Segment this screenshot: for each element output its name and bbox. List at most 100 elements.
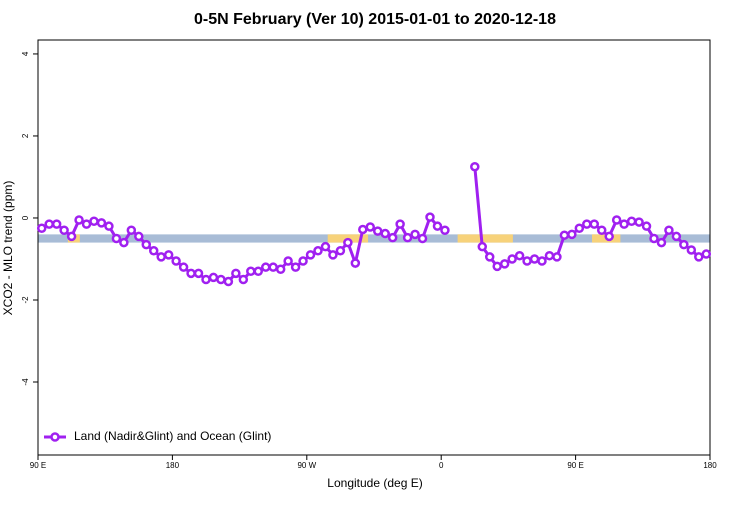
data-point xyxy=(350,258,361,268)
data-point xyxy=(649,233,659,244)
data-point xyxy=(574,223,585,233)
chart-title: 0-5N February (Ver 10) 2015-01-01 to 202… xyxy=(194,11,556,28)
data-point xyxy=(686,245,697,255)
data-point xyxy=(395,219,405,229)
y-tick-label: -2 xyxy=(21,296,30,304)
data-point xyxy=(656,237,667,248)
data-point xyxy=(260,262,271,272)
data-point xyxy=(484,252,495,262)
data-point xyxy=(111,233,122,244)
data-point xyxy=(604,231,614,242)
x-tick-label: 180 xyxy=(166,461,180,470)
data-point xyxy=(679,239,689,250)
data-point xyxy=(186,268,196,279)
data-point xyxy=(619,219,629,229)
data-point xyxy=(290,262,301,272)
data-point xyxy=(671,231,682,242)
data-point xyxy=(178,262,189,272)
data-point xyxy=(238,274,249,285)
data-point xyxy=(298,256,308,266)
x-tick-label: 90 E xyxy=(30,461,46,470)
y-tick-label: 2 xyxy=(21,133,30,138)
data-point xyxy=(380,228,390,239)
legend-label: Land (Nadir&Glint) and Ocean (Glint) xyxy=(74,429,271,443)
y-tick-label: 4 xyxy=(21,51,30,56)
data-point xyxy=(477,241,488,252)
data-point xyxy=(305,250,316,260)
data-point xyxy=(163,250,174,260)
data-point xyxy=(470,161,480,172)
data-point xyxy=(425,212,435,222)
data-point xyxy=(567,229,577,240)
x-tick-label: 90 E xyxy=(567,461,583,470)
data-point xyxy=(410,229,420,240)
data-point xyxy=(365,222,376,232)
data-point xyxy=(582,219,592,229)
data-point xyxy=(626,216,637,227)
data-point xyxy=(432,221,443,231)
data-point xyxy=(552,252,562,262)
y-tick-label: -4 xyxy=(21,378,30,386)
data-point xyxy=(134,231,144,242)
data-point xyxy=(193,268,204,279)
data-point xyxy=(59,225,69,236)
data-point xyxy=(522,256,532,266)
data-point xyxy=(537,256,547,266)
data-point xyxy=(246,266,256,277)
data-point xyxy=(156,252,166,262)
data-point xyxy=(283,256,293,266)
x-tick-label: 90 W xyxy=(297,461,316,470)
data-point xyxy=(701,249,712,259)
data-point xyxy=(81,219,92,229)
data-point xyxy=(694,252,704,262)
data-point xyxy=(313,246,323,256)
data-point xyxy=(126,225,137,236)
data-point xyxy=(275,264,286,274)
data-point xyxy=(104,221,114,231)
data-point xyxy=(208,272,219,283)
data-point xyxy=(529,254,540,264)
data-point xyxy=(499,259,510,269)
data-point xyxy=(119,237,129,248)
data-point xyxy=(596,225,607,236)
data-point xyxy=(492,261,502,272)
data-point xyxy=(343,237,353,248)
data-point xyxy=(36,223,47,233)
data-point xyxy=(664,225,674,236)
data-point xyxy=(51,219,62,229)
data-point xyxy=(148,246,159,256)
data-point xyxy=(358,224,368,235)
data-point xyxy=(440,225,450,236)
data-point xyxy=(231,268,241,279)
data-point xyxy=(328,250,338,260)
data-point xyxy=(223,276,234,287)
data-point xyxy=(66,231,77,242)
ocean-band xyxy=(38,234,710,243)
data-point xyxy=(417,233,428,244)
x-tick-label: 180 xyxy=(703,461,717,470)
data-point xyxy=(141,239,152,250)
y-axis-label: XCO2 - MLO trend (ppm) xyxy=(1,181,15,316)
data-point xyxy=(89,216,99,227)
data-point xyxy=(171,256,181,266)
data-point xyxy=(216,274,226,285)
data-point xyxy=(268,262,278,272)
x-tick-label: 0 xyxy=(439,461,444,470)
data-point xyxy=(641,221,652,231)
data-point xyxy=(253,266,264,277)
data-point xyxy=(611,215,622,225)
y-tick-label: 0 xyxy=(21,215,30,220)
data-point xyxy=(514,250,525,261)
data-point xyxy=(372,226,383,236)
data-point xyxy=(507,254,517,264)
data-point xyxy=(335,246,346,256)
data-point xyxy=(74,215,84,225)
legend-marker xyxy=(50,432,60,442)
data-point xyxy=(544,250,555,261)
data-point xyxy=(589,219,600,229)
plot-frame xyxy=(37,39,711,456)
data-point xyxy=(96,218,107,228)
data-point xyxy=(201,274,211,285)
x-axis-label: Longitude (deg E) xyxy=(327,476,422,490)
